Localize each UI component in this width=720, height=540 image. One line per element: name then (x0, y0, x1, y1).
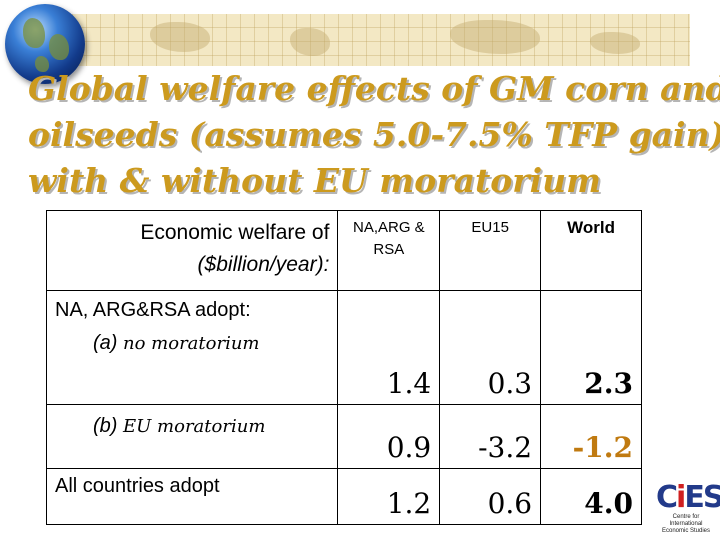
column-header-na-arg-rsa: NA,ARG & RSA (337, 210, 441, 291)
table-row: NA, ARG&RSA adopt: (a) no moratorium 1.4… (45, 290, 642, 405)
table-row: All countries adopt 1.2 0.6 4.0 (45, 468, 642, 525)
value-eu15: -3.2 (439, 404, 542, 469)
title-line-3: with & without EU moratorium (28, 161, 602, 200)
row-sublabel: (a) no moratorium (55, 332, 337, 355)
table-row: (b) EU moratorium 0.9 -3.2 -1.2 (45, 404, 642, 469)
value-na-arg-rsa: 0.9 (337, 404, 441, 469)
value-world: 4.0 (540, 468, 642, 525)
row-sublabel-prefix: (b) (93, 415, 118, 437)
value-world: 2.3 (540, 290, 642, 405)
welfare-table: Economic welfare of ($billion/year): NA,… (45, 210, 642, 525)
row-sublabel-text: no moratorium (123, 333, 260, 354)
value-eu15: 0.3 (439, 290, 542, 405)
value-eu15: 0.6 (439, 468, 542, 525)
value-na-arg-rsa: 1.2 (337, 468, 441, 525)
globe-icon (5, 4, 85, 84)
row-sublabel-text: EU moratorium (123, 416, 266, 437)
row-label: NA, ARG&RSA adopt: (55, 299, 251, 321)
logo-caption-line-1: Centre for International (669, 514, 703, 527)
row-label-cell: All countries adopt (45, 468, 339, 525)
value-world: -1.2 (540, 404, 642, 469)
row-label: All countries adopt (55, 475, 220, 497)
header-label: Economic welfare of (140, 221, 330, 244)
value-na-arg-rsa: 1.4 (337, 290, 441, 405)
title-line-1: Global welfare effects of GM corn and (28, 69, 720, 108)
slide-title: Global welfare effects of GM corn and oi… (28, 66, 720, 204)
header-label-cell: Economic welfare of ($billion/year): (45, 210, 339, 291)
table-header-row: Economic welfare of ($billion/year): NA,… (45, 210, 642, 291)
column-header-world: World (540, 210, 642, 291)
title-line-2: oilseeds (assumes 5.0-7.5% TFP gain), (28, 115, 720, 154)
header-banner-world-map (30, 14, 690, 66)
logo-mark: CiES (656, 480, 720, 515)
row-sublabel: (b) EU moratorium (55, 415, 337, 438)
logo-caption-line-2: Economic Studies (661, 528, 711, 534)
cies-logo: CiES Centre for International Economic S… (656, 480, 720, 538)
header-unit: ($billion/year): (197, 253, 330, 276)
row-label-cell: (b) EU moratorium (45, 404, 339, 469)
column-header-eu15: EU15 (439, 210, 542, 291)
row-label-cell: NA, ARG&RSA adopt: (a) no moratorium (45, 290, 339, 405)
row-sublabel-prefix: (a) (93, 332, 118, 354)
